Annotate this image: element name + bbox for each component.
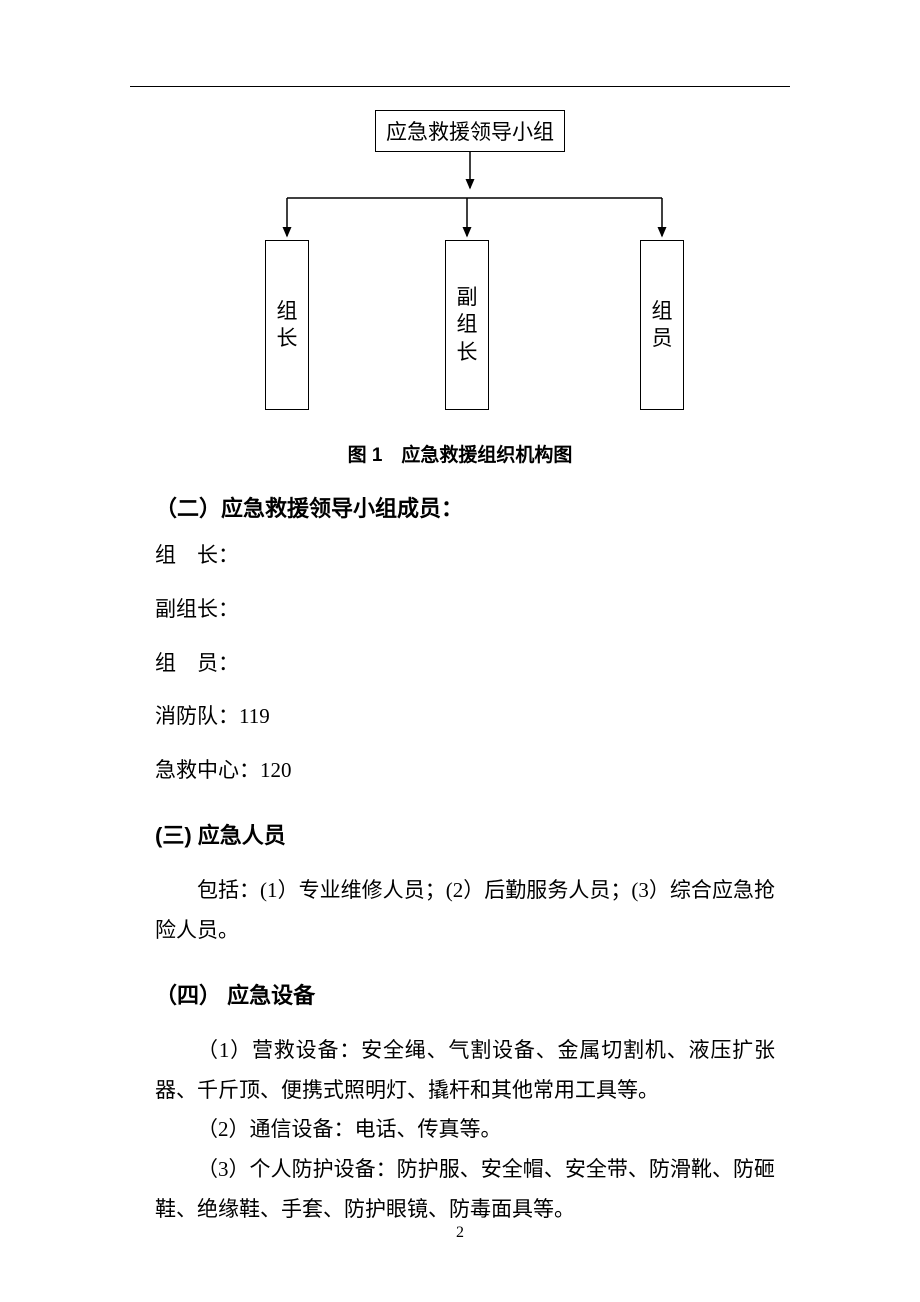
figure-caption: 图 1 应急救援组织机构图 — [0, 440, 920, 467]
org-child-2-label: 副组长 — [457, 284, 478, 366]
org-child-1-label: 组长 — [277, 298, 298, 353]
org-child-2: 副组长 — [445, 240, 489, 410]
section-2-heading: （二）应急救援领导小组成员： — [155, 488, 775, 530]
section-4-heading: （四） 应急设备 — [155, 975, 775, 1017]
section-4-item-3: （3）个人防护设备：防护服、安全帽、安全带、防滑靴、防砸鞋、绝缘鞋、手套、防护眼… — [155, 1150, 775, 1230]
section-2-line-5: 急救中心：120 — [155, 751, 775, 791]
org-child-3-label: 组员 — [652, 298, 673, 353]
document-body: （二）应急救援领导小组成员： 组 长： 副组长： 组 员： 消防队：119 急救… — [155, 480, 775, 1230]
org-child-3: 组员 — [640, 240, 684, 410]
section-2-line-1: 组 长： — [155, 536, 775, 576]
section-2-line-3: 组 员： — [155, 644, 775, 684]
page-top-rule — [130, 86, 790, 87]
section-2-line-2: 副组长： — [155, 590, 775, 630]
page-number: 2 — [0, 1224, 920, 1242]
org-child-1: 组长 — [265, 240, 309, 410]
org-root-label: 应急救援领导小组 — [386, 116, 554, 146]
section-3-heading: (三) 应急人员 — [155, 815, 775, 857]
org-chart: 应急救援领导小组 组长 副组长 组员 — [130, 110, 790, 420]
org-root-node: 应急救援领导小组 — [375, 110, 565, 152]
section-3-body: 包括：(1）专业维修人员；(2）后勤服务人员；(3）综合应急抢险人员。 — [155, 871, 775, 951]
section-4-item-2: （2）通信设备：电话、传真等。 — [155, 1110, 775, 1150]
section-4-item-1: （1）营救设备：安全绳、气割设备、金属切割机、液压扩张器、千斤顶、便携式照明灯、… — [155, 1031, 775, 1111]
section-2-line-4: 消防队：119 — [155, 697, 775, 737]
